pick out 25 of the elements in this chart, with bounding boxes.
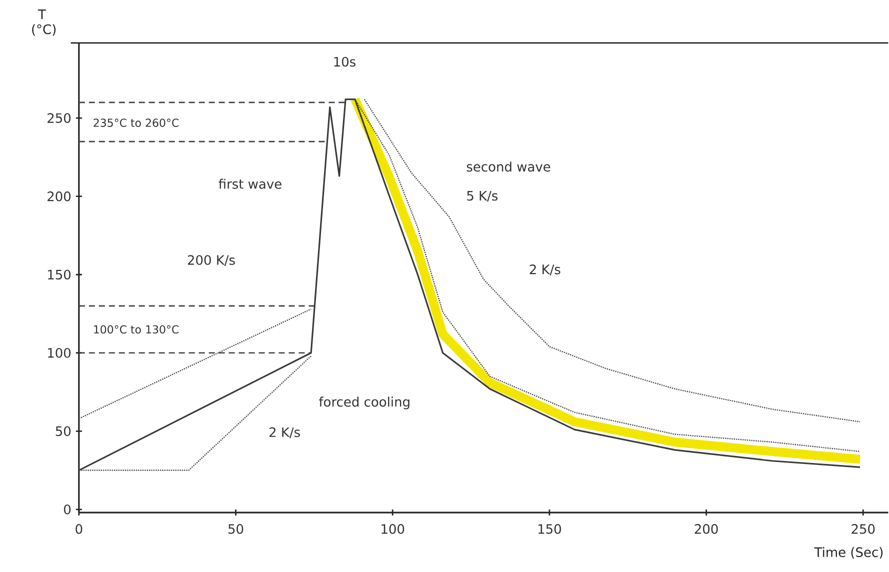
annotation: 2 K/s (269, 427, 300, 438)
x-tick-label: 150 (538, 524, 561, 534)
annotation: 100°C to 130°C (94, 325, 179, 334)
x-tick-label: 100 (382, 524, 404, 534)
annotation: forced cooling (319, 396, 410, 410)
y-tick-label: 0 (64, 504, 71, 514)
annotation: 2 K/s (530, 264, 560, 276)
y-tick-label: 200 (48, 191, 71, 202)
x-tick-label: 0 (76, 524, 82, 534)
x-axis-title: Time (Sec) (814, 546, 883, 558)
y-tick-label: 150 (48, 269, 71, 280)
annotation: second wave (466, 161, 550, 172)
y-tick-label: 250 (48, 112, 71, 123)
x-tick-label: 200 (694, 524, 718, 534)
y-tick-label: 50 (56, 426, 71, 436)
annotation: 200 K/s (188, 254, 235, 266)
x-tick-label: 250 (852, 524, 875, 534)
annotation: 235°C to 260°C (94, 118, 179, 127)
y-axis-title: T (°C) (32, 9, 56, 36)
y-tick-label: 100 (48, 348, 71, 358)
x-tick-label: 50 (228, 524, 244, 534)
annotation: 10s (334, 56, 356, 66)
annotation: 5 K/s (467, 190, 498, 202)
annotation: first wave (218, 178, 282, 189)
line-series (78, 98, 861, 471)
